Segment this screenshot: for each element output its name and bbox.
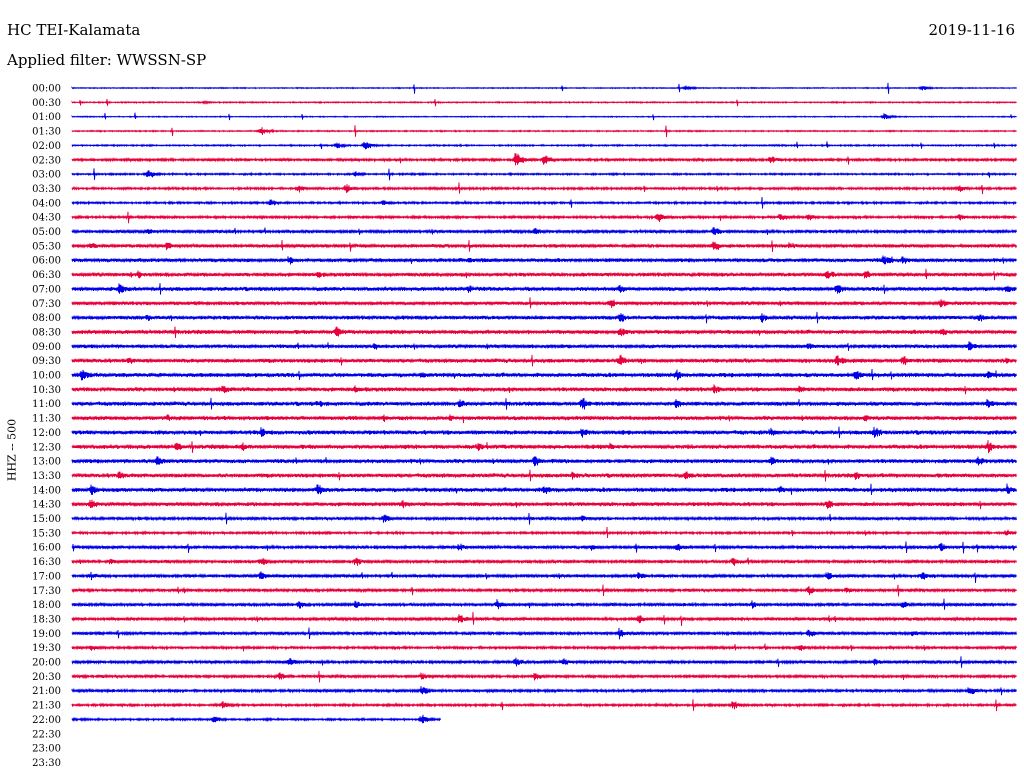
time-label-2300: 23:00 [32, 744, 61, 755]
trace-1400 [71, 483, 1017, 495]
trace-0100 [71, 112, 1017, 121]
trace-1130 [71, 414, 1017, 424]
time-label-0930: 09:30 [32, 356, 61, 367]
trace-1200 [71, 426, 1017, 439]
trace-1230 [71, 440, 1017, 454]
time-label-1600: 16:00 [32, 543, 61, 554]
trace-1300 [71, 456, 1017, 467]
trace-1830 [71, 611, 1017, 627]
trace-0730 [71, 297, 1017, 309]
trace-1930 [71, 643, 1017, 652]
trace-0900 [71, 341, 1017, 351]
filter-label: Applied filter: WWSSN-SP [7, 51, 207, 69]
trace-1100 [71, 397, 1017, 410]
time-label-1730: 17:30 [32, 586, 61, 597]
trace-0330 [71, 182, 1017, 195]
time-label-2230: 22:30 [32, 729, 61, 740]
trace-1430 [71, 499, 1017, 510]
time-label-1330: 13:30 [32, 471, 61, 482]
trace-0400 [71, 197, 1017, 209]
time-label-0230: 02:30 [32, 155, 61, 166]
time-label-1500: 15:00 [32, 514, 61, 525]
time-label-1230: 12:30 [32, 442, 61, 453]
time-label-0430: 04:30 [32, 213, 61, 224]
time-label-0700: 07:00 [32, 284, 61, 295]
trace-1330 [71, 469, 1017, 482]
trace-0300 [71, 168, 1017, 181]
trace-0200 [71, 141, 1017, 150]
time-label-0530: 05:30 [32, 241, 61, 252]
time-label-2200: 22:00 [32, 715, 61, 726]
time-label-2330: 23:30 [32, 758, 61, 769]
record-date: 2019-11-16 [928, 21, 1015, 39]
time-label-0630: 06:30 [32, 270, 61, 281]
trace-0630 [71, 268, 1017, 281]
trace-1800 [71, 598, 1017, 610]
time-label-1530: 15:30 [32, 528, 61, 539]
time-label-0300: 03:00 [32, 170, 61, 181]
trace-0430 [71, 211, 1017, 224]
trace-0500 [71, 226, 1017, 236]
time-label-0400: 04:00 [32, 198, 61, 209]
time-label-1700: 17:00 [32, 571, 61, 582]
time-label-1930: 19:30 [32, 643, 61, 654]
trace-0530 [71, 240, 1017, 252]
trace-2000 [71, 656, 1017, 668]
trace-1900 [71, 627, 1017, 640]
time-label-0830: 08:30 [32, 327, 61, 338]
time-label-2130: 21:30 [32, 701, 61, 712]
time-label-0900: 09:00 [32, 342, 61, 353]
time-label-1830: 18:30 [32, 614, 61, 625]
trace-0700 [71, 283, 1017, 295]
time-label-2100: 21:00 [32, 686, 61, 697]
trace-0830 [71, 326, 1017, 339]
trace-1700 [71, 571, 1017, 583]
trace-1730 [71, 584, 1017, 597]
trace-0800 [71, 311, 1017, 324]
time-label-1200: 12:00 [32, 428, 61, 439]
time-label-1030: 10:30 [32, 385, 61, 396]
trace-2100 [71, 686, 1017, 696]
trace-1600 [71, 541, 1017, 554]
trace-0230 [71, 153, 1017, 166]
time-label-1000: 10:00 [32, 371, 61, 382]
trace-1630 [71, 557, 1017, 566]
time-label-0130: 01:30 [32, 127, 61, 138]
trace-0000 [71, 82, 1017, 94]
time-label-0500: 05:00 [32, 227, 61, 238]
time-label-0330: 03:30 [32, 184, 61, 195]
trace-0600 [71, 255, 1017, 265]
time-label-0000: 00:00 [32, 84, 61, 95]
time-label-0030: 00:30 [32, 98, 61, 109]
time-label-1900: 19:00 [32, 629, 61, 640]
time-label-1130: 11:30 [32, 414, 61, 425]
time-label-0200: 02:00 [32, 141, 61, 152]
time-label-1400: 14:00 [32, 485, 61, 496]
station-name: HC TEI-Kalamata [7, 21, 141, 39]
time-label-0800: 08:00 [32, 313, 61, 324]
trace-1530 [71, 526, 1017, 538]
time-label-0730: 07:30 [32, 299, 61, 310]
trace-0130 [71, 125, 1017, 138]
time-label-0600: 06:00 [32, 256, 61, 267]
trace-0030 [71, 98, 1017, 107]
trace-2030 [71, 670, 1017, 683]
time-label-1100: 11:00 [32, 399, 61, 410]
trace-1500 [71, 512, 1017, 525]
time-label-1300: 13:00 [32, 457, 61, 468]
trace-0930 [71, 354, 1017, 367]
time-label-2030: 20:30 [32, 672, 61, 683]
time-label-0100: 01:00 [32, 112, 61, 123]
trace-2200 [71, 714, 441, 724]
time-label-1430: 14:30 [32, 500, 61, 511]
time-label-1800: 18:00 [32, 600, 61, 611]
trace-1030 [71, 384, 1017, 395]
trace-1000 [71, 368, 1017, 381]
time-label-2000: 20:00 [32, 658, 61, 669]
time-label-1630: 16:30 [32, 557, 61, 568]
trace-2130 [71, 699, 1017, 712]
